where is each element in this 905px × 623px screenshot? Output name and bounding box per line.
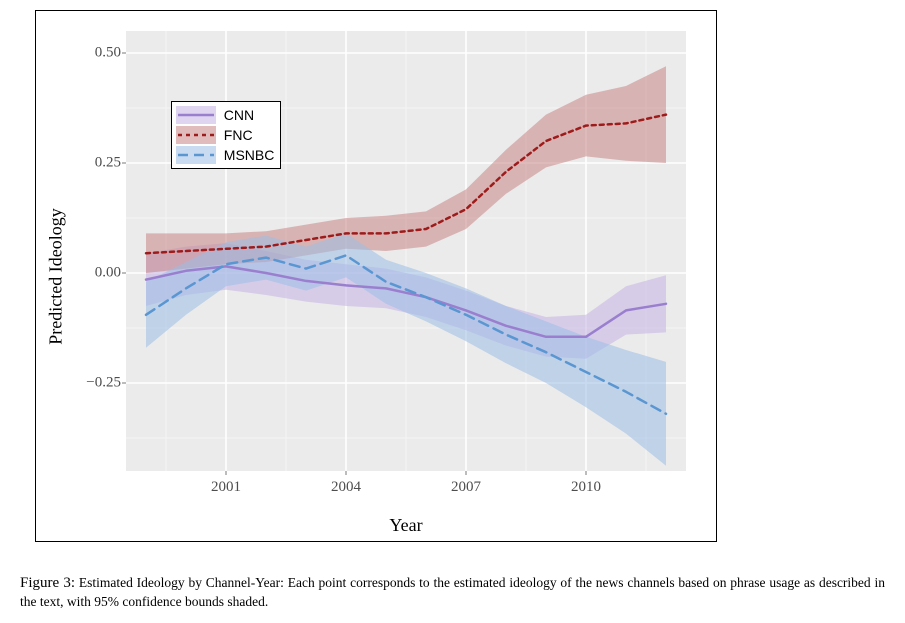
x-tick-label: 2001 (211, 479, 241, 496)
x-tick-label: 2007 (451, 479, 481, 496)
legend-box: CNN FNC MSNBC (171, 101, 282, 169)
chart-container: Predicted Ideology −0.25 0.00 0.25 0.50 200… (35, 10, 717, 542)
x-axis-title: Year (126, 515, 686, 536)
x-tick-label: 2010 (571, 479, 601, 496)
y-axis-title: Predicted Ideology (46, 11, 66, 541)
figure-caption-text: Estimated Ideology by Channel-Year: Each… (20, 575, 885, 609)
x-tick-label: 2004 (331, 479, 361, 496)
legend-label-fnc: FNC (224, 127, 253, 143)
legend-item-fnc: FNC (176, 125, 275, 145)
legend-swatch-msnbc (176, 146, 216, 164)
legend: CNN FNC MSNBC (171, 101, 282, 169)
legend-item-msnbc: MSNBC (176, 145, 275, 165)
chart-svg (126, 31, 686, 471)
figure-label: Figure 3: (20, 575, 75, 591)
page: Predicted Ideology −0.25 0.00 0.25 0.50 200… (0, 0, 905, 623)
plot-panel: CNN FNC MSNBC (126, 31, 686, 471)
y-tick-label: 0.00 (76, 265, 121, 282)
legend-item-cnn: CNN (176, 105, 275, 125)
y-axis-title-text: Predicted Ideology (46, 208, 67, 344)
y-tick-label: 0.50 (76, 45, 121, 62)
legend-label-cnn: CNN (224, 107, 254, 123)
legend-swatch-fnc (176, 126, 216, 144)
figure-caption: Figure 3: Estimated Ideology by Channel-… (20, 573, 885, 611)
legend-label-msnbc: MSNBC (224, 147, 275, 163)
y-tick-label: −0.25 (76, 375, 121, 392)
y-tick-label: 0.25 (76, 155, 121, 172)
legend-swatch-cnn (176, 106, 216, 124)
